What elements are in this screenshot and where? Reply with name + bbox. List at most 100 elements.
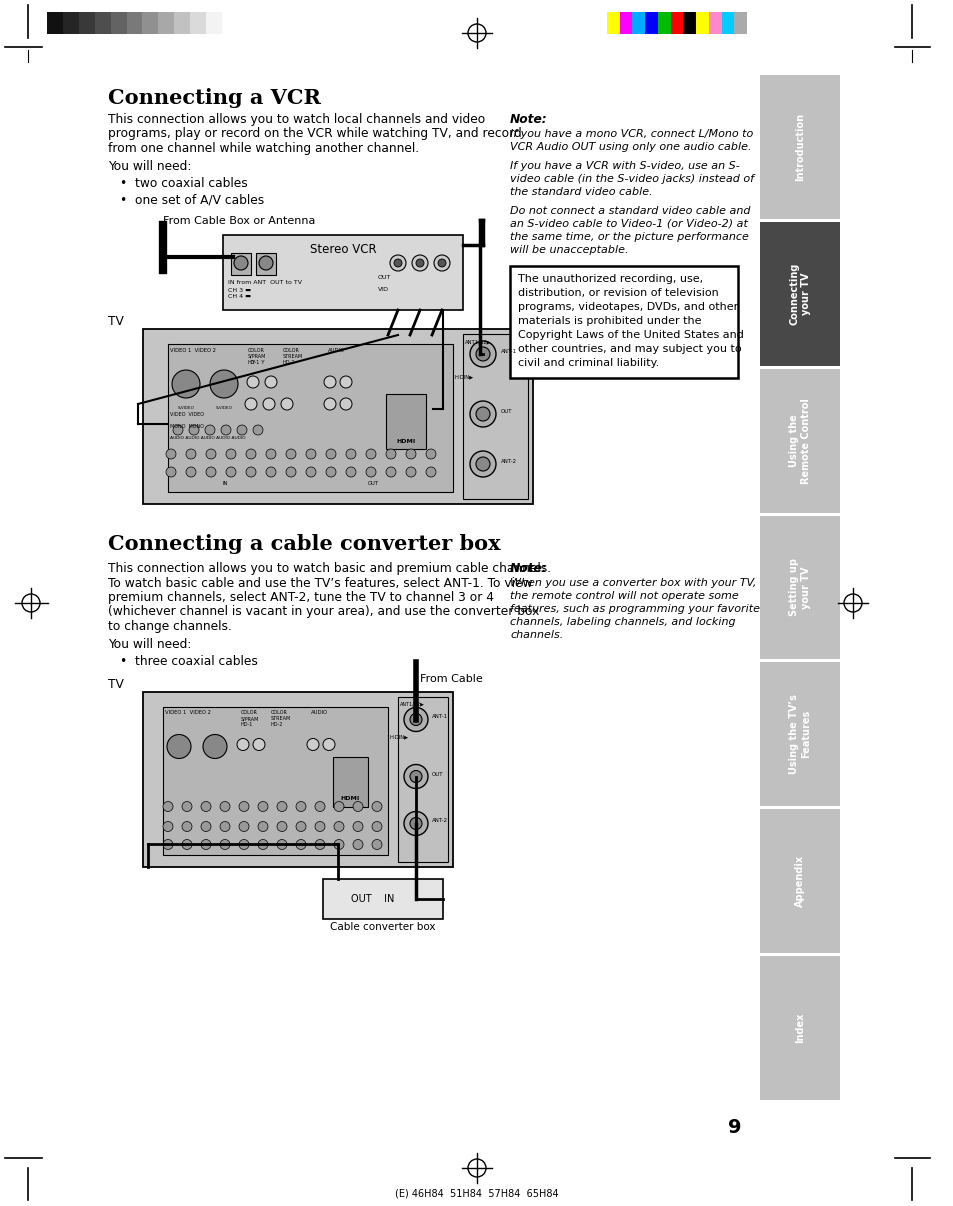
- Circle shape: [410, 714, 421, 726]
- Circle shape: [166, 467, 175, 478]
- Text: If you have a mono VCR, connect L/Mono to: If you have a mono VCR, connect L/Mono t…: [510, 129, 753, 139]
- Bar: [127, 12, 142, 34]
- Circle shape: [334, 821, 344, 831]
- Circle shape: [437, 259, 446, 267]
- Bar: [462, 334, 527, 499]
- Text: Cable converter box: Cable converter box: [330, 923, 436, 932]
- Text: Y    Y: Y Y: [251, 361, 264, 365]
- Circle shape: [246, 467, 255, 478]
- Text: channels.: channels.: [510, 630, 562, 640]
- Circle shape: [346, 467, 355, 478]
- Circle shape: [201, 802, 211, 812]
- Text: MONO  MONO: MONO MONO: [170, 425, 204, 429]
- Text: Note:: Note:: [510, 562, 547, 575]
- Circle shape: [163, 839, 172, 849]
- Text: an S-video cable to Video-1 (or Video-2) at: an S-video cable to Video-1 (or Video-2)…: [510, 219, 747, 229]
- Bar: [619, 12, 632, 34]
- Bar: [760, 956, 840, 1100]
- Circle shape: [220, 839, 230, 849]
- Text: VIDEO 1  VIDEO 2: VIDEO 1 VIDEO 2: [165, 710, 211, 715]
- Text: To watch basic cable and use the TV’s features, select ANT-1. To view: To watch basic cable and use the TV’s fe…: [108, 576, 532, 590]
- Text: Copyright Laws of the United States and: Copyright Laws of the United States and: [517, 330, 743, 340]
- Text: H-DIN▶: H-DIN▶: [455, 374, 474, 379]
- Text: COLOR
S/PRAM
HD-1: COLOR S/PRAM HD-1: [248, 349, 266, 364]
- Circle shape: [206, 449, 215, 459]
- Text: OUT: OUT: [500, 409, 512, 414]
- Circle shape: [226, 449, 235, 459]
- Circle shape: [182, 802, 192, 812]
- Bar: [143, 329, 533, 504]
- Circle shape: [172, 425, 183, 435]
- Text: HDMI: HDMI: [340, 796, 359, 802]
- Circle shape: [366, 449, 375, 459]
- Circle shape: [372, 821, 381, 831]
- Bar: [397, 697, 448, 861]
- Circle shape: [226, 467, 235, 478]
- Text: HDMI: HDMI: [395, 439, 416, 444]
- Circle shape: [182, 839, 192, 849]
- Bar: [79, 12, 94, 34]
- Bar: [606, 12, 619, 34]
- Bar: [111, 12, 127, 34]
- Text: ANT-2: ANT-2: [432, 819, 448, 824]
- Text: Index: Index: [794, 1013, 804, 1043]
- Circle shape: [403, 765, 428, 789]
- Bar: [47, 12, 63, 34]
- Circle shape: [403, 708, 428, 732]
- Circle shape: [334, 802, 344, 812]
- Bar: [696, 12, 708, 34]
- Text: OUT: OUT: [368, 481, 378, 486]
- Text: From Cable Box or Antenna: From Cable Box or Antenna: [163, 216, 315, 226]
- Text: Do not connect a standard video cable and: Do not connect a standard video cable an…: [510, 206, 750, 216]
- Text: distribution, or revision of television: distribution, or revision of television: [517, 288, 718, 298]
- Circle shape: [281, 398, 293, 410]
- Text: VIDEO 1  VIDEO 2: VIDEO 1 VIDEO 2: [170, 349, 215, 353]
- Text: Introduction: Introduction: [794, 113, 804, 181]
- Text: the remote control will not operate some: the remote control will not operate some: [510, 591, 738, 601]
- Circle shape: [386, 467, 395, 478]
- Circle shape: [353, 821, 363, 831]
- Circle shape: [386, 449, 395, 459]
- Circle shape: [239, 821, 249, 831]
- Text: OUT: OUT: [377, 275, 391, 280]
- Circle shape: [314, 821, 325, 831]
- Text: programs, videotapes, DVDs, and other: programs, videotapes, DVDs, and other: [517, 302, 738, 312]
- Text: ANT1/S2▶: ANT1/S2▶: [399, 702, 424, 707]
- Circle shape: [182, 821, 192, 831]
- Bar: [510, 267, 738, 377]
- Circle shape: [186, 449, 195, 459]
- Circle shape: [412, 254, 428, 271]
- Bar: [760, 369, 840, 513]
- Bar: [158, 12, 174, 34]
- Text: other countries, and may subject you to: other countries, and may subject you to: [517, 344, 740, 355]
- Circle shape: [372, 839, 381, 849]
- Circle shape: [257, 802, 268, 812]
- Circle shape: [206, 467, 215, 478]
- Bar: [734, 12, 746, 34]
- Text: •  two coaxial cables: • two coaxial cables: [120, 177, 248, 191]
- Bar: [223, 235, 462, 310]
- Text: The unauthorized recording, use,: The unauthorized recording, use,: [517, 274, 702, 283]
- Text: TV: TV: [108, 678, 124, 691]
- Bar: [206, 12, 222, 34]
- Text: TV: TV: [108, 315, 124, 328]
- Circle shape: [201, 839, 211, 849]
- Circle shape: [470, 402, 496, 427]
- Circle shape: [416, 259, 423, 267]
- Circle shape: [210, 370, 237, 398]
- Circle shape: [236, 738, 249, 750]
- Circle shape: [410, 771, 421, 783]
- Circle shape: [266, 449, 275, 459]
- Bar: [760, 662, 840, 807]
- Text: Appendix: Appendix: [794, 855, 804, 907]
- Circle shape: [372, 802, 381, 812]
- Circle shape: [258, 256, 273, 270]
- Text: Stereo VCR: Stereo VCR: [310, 242, 375, 256]
- Circle shape: [406, 467, 416, 478]
- Circle shape: [426, 467, 436, 478]
- Text: programs, play or record on the VCR while watching TV, and record: programs, play or record on the VCR whil…: [108, 128, 521, 141]
- Text: VID: VID: [377, 287, 389, 292]
- Text: COLOR
STREAM
HD-2: COLOR STREAM HD-2: [271, 710, 291, 727]
- Circle shape: [167, 734, 191, 759]
- Bar: [670, 12, 682, 34]
